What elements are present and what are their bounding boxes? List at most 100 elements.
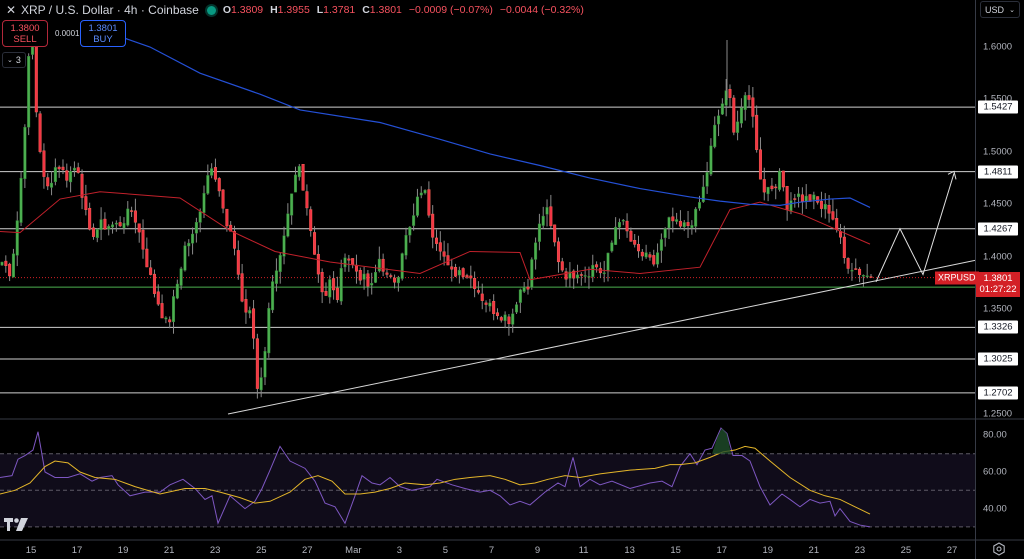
candle-body (827, 204, 831, 214)
candle-body (606, 252, 610, 272)
date-tick: 23 (854, 545, 866, 556)
candle-body (629, 230, 633, 242)
candle-body (671, 216, 675, 222)
candle-body (678, 220, 682, 227)
candle-body (354, 264, 358, 272)
market-open-icon (206, 5, 216, 15)
chevron-down-icon: ⌄ (7, 57, 13, 64)
candle-body (252, 308, 256, 339)
candle-body (374, 272, 378, 283)
candle-body (541, 215, 545, 226)
change-value: −0.0009 (−0.07%) (408, 4, 493, 16)
rsi-ma-line (0, 445, 871, 515)
candle-body (652, 255, 656, 265)
candle-body (343, 257, 347, 268)
candle-body (38, 113, 42, 152)
candle-body (370, 283, 374, 286)
candle-body (339, 267, 343, 302)
date-tick: 7 (488, 545, 495, 556)
last-price-label: 1.3801 01:27:22 (976, 271, 1020, 297)
candle-body (103, 218, 107, 230)
candle-body (515, 304, 519, 313)
candle-body (137, 223, 141, 233)
candle-body (53, 167, 57, 183)
candle-body (656, 252, 660, 265)
candle-body (812, 194, 816, 200)
tradingview-logo[interactable] (4, 518, 28, 531)
date-tick: 25 (255, 545, 267, 556)
date-tick: 21 (163, 545, 175, 556)
candle-body (743, 95, 747, 110)
candle-body (617, 222, 621, 228)
candle-body (819, 201, 823, 209)
candle-body (697, 202, 701, 209)
rsi-tick: 80.00 (983, 429, 1007, 441)
rsi-tick: 60.00 (983, 466, 1007, 478)
candle-body (320, 272, 324, 293)
overbought-fill (712, 428, 731, 454)
candle-body (111, 224, 115, 228)
candle-body (172, 296, 176, 323)
level-price-label: 1.3326 (978, 320, 1018, 334)
candle-body (842, 236, 846, 258)
candle-body (313, 232, 317, 255)
indicators-collapse-button[interactable]: ⌄ 3 (2, 52, 26, 68)
candle-body (324, 291, 328, 296)
chevron-down-icon: ⌄ (1009, 6, 1015, 14)
candle-body (717, 115, 721, 125)
candle-body (286, 213, 290, 237)
candle-body (99, 219, 103, 230)
candle-body (8, 263, 12, 277)
ma-long-line (89, 25, 871, 208)
candle-body (114, 222, 118, 225)
date-tick: 17 (716, 545, 728, 556)
candle-body (72, 167, 76, 171)
price-tick: 1.4500 (983, 198, 1013, 210)
symbol-title[interactable]: XRP / U.S. Dollar · 4h · Coinbase (21, 3, 199, 17)
candle-body (95, 228, 99, 238)
settings-gear-icon[interactable] (992, 542, 1006, 556)
candle-body (164, 317, 168, 320)
buy-button[interactable]: 1.3801 BUY (80, 20, 126, 47)
candle-body (816, 196, 820, 203)
currency-select[interactable]: USD ⌄ (980, 1, 1020, 18)
candle-body (278, 255, 282, 272)
candle-body (133, 210, 137, 223)
close-icon[interactable]: ✕ (5, 3, 17, 17)
candle-body (534, 242, 538, 260)
candle-body (736, 121, 740, 133)
candle-body (728, 89, 732, 98)
candle-body (454, 267, 458, 277)
candle-body (126, 208, 130, 226)
candle-body (57, 166, 61, 170)
candle-body (328, 279, 332, 298)
candle-body (694, 208, 698, 227)
candle-body (27, 55, 31, 128)
candle-body (244, 299, 248, 313)
candle-body (469, 275, 473, 279)
price-tick: 1.3500 (983, 303, 1013, 315)
candle-body (831, 211, 835, 220)
candle-body (282, 235, 286, 257)
candle-body (758, 149, 762, 180)
candle-body (404, 234, 408, 256)
level-price-label: 1.4267 (978, 222, 1018, 236)
candle-body (423, 189, 427, 194)
spread-value: 0.0001 (55, 29, 80, 38)
candle-body (682, 222, 686, 228)
candle-body (568, 271, 572, 279)
candle-body (389, 275, 393, 277)
candle-body (316, 253, 320, 275)
candle-body (332, 278, 336, 291)
candle-body (526, 286, 530, 290)
date-tick: 15 (25, 545, 37, 556)
candle-body (393, 277, 397, 283)
candle-body (560, 261, 564, 271)
candle-body (644, 252, 648, 258)
sell-button[interactable]: 1.3800 SELL (2, 20, 48, 47)
candle-body (461, 268, 465, 277)
rsi-tick: 40.00 (983, 503, 1007, 515)
candle-body (591, 264, 595, 278)
candle-body (0, 261, 4, 266)
